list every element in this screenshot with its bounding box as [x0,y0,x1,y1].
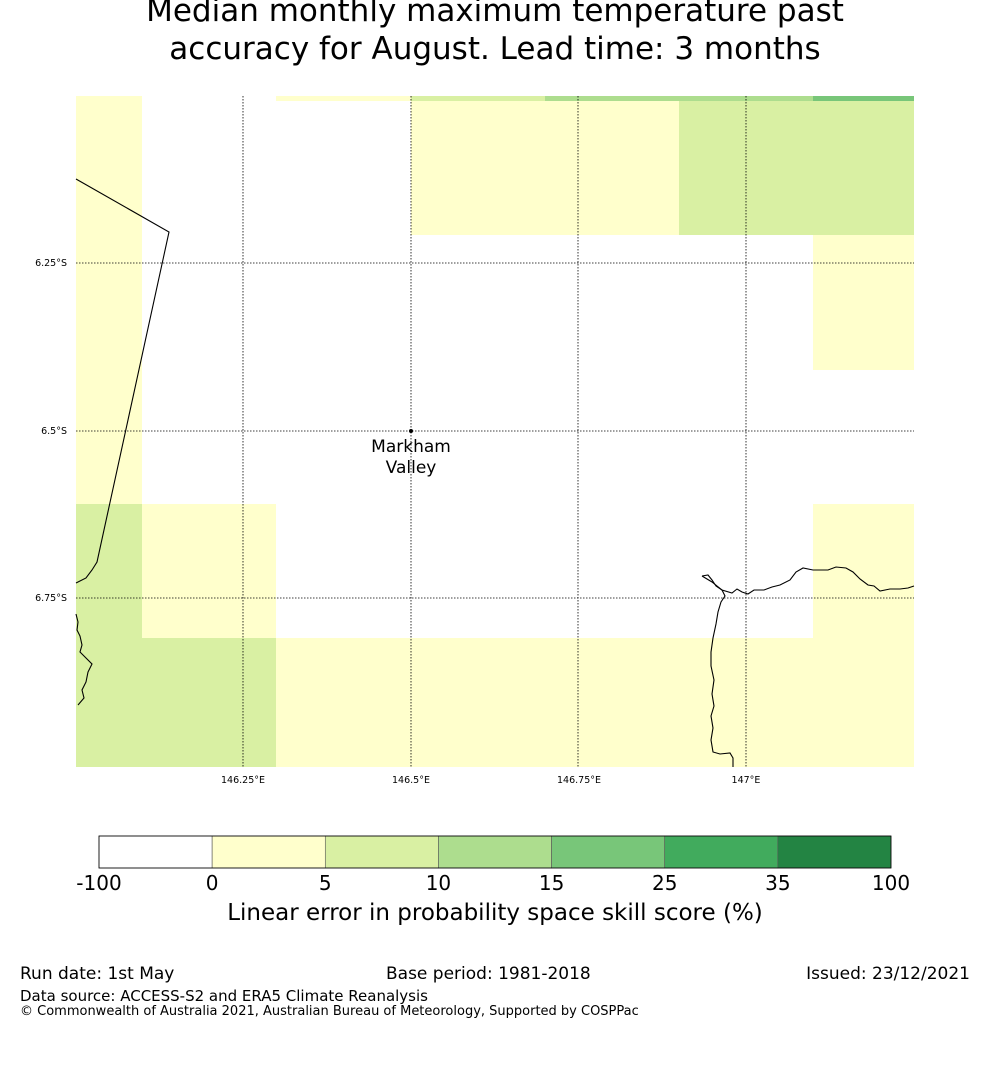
grid-cell [545,96,813,101]
colorbar-tick-label: 0 [206,871,219,895]
colorbar-tick-label: 5 [319,871,332,895]
copyright: © Commonwealth of Australia 2021, Austra… [20,1004,639,1019]
colorbar-segment [438,835,552,869]
grid-cell [411,101,679,235]
colorbar-segment [664,835,779,869]
lat-tick-label: 6.5°S [41,426,67,437]
skill-grid [76,96,914,767]
lat-tick-labels: 6.25°S 6.5°S 6.75°S [35,258,67,604]
map-title: Median monthly maximum temperature past … [0,0,990,68]
colorbar-tick-label: -100 [76,871,121,895]
title-line-1: Median monthly maximum temperature past [146,0,844,29]
colorbar-segment [551,835,666,869]
colorbar-tick-label: 35 [765,871,790,895]
colorbar-label: Linear error in probability space skill … [227,900,763,926]
grid-cell [813,96,914,101]
lon-tick-label: 146.75°E [557,775,601,786]
colorbar-segment [211,835,326,869]
lon-tick-label: 146.5°E [392,775,430,786]
colorbar-frame [98,835,892,869]
grid-cell [76,504,142,767]
grid-cell [813,235,914,370]
location-dot [409,429,413,433]
grid-cell [411,96,545,101]
colorbar-tick-label: 15 [539,871,564,895]
grid-cell [142,504,276,638]
colorbar [98,835,892,869]
coastline-west [75,613,93,706]
colorbar-segment [324,835,439,869]
lon-tick-label: 146.25°E [221,775,265,786]
title-line-2: accuracy for August. Lead time: 3 months [169,31,821,67]
run-date: Run date: 1st May [20,964,175,984]
colorbar-tick-labels: -100 0 5 10 15 25 35 100 [76,871,910,895]
data-source: Data source: ACCESS-S2 and ERA5 Climate … [20,987,428,1005]
province-boundary [75,178,170,584]
colorbar-tick-label: 10 [426,871,451,895]
grid-cell [679,101,914,235]
colorbar-segment [777,835,892,869]
base-period: Base period: 1981-2018 [386,964,591,984]
river-line [701,566,915,595]
location-label-line-1: Markham [371,437,451,457]
boundaries [75,178,915,767]
issued-date: Issued: 23/12/2021 [806,964,970,984]
grid-cell [276,96,411,101]
lon-tick-labels: 146.25°E 146.5°E 146.75°E 147°E [221,775,760,786]
grid-cell [142,638,276,767]
grid-cell [76,96,142,504]
gridlines [76,96,914,767]
grid-cell [813,504,914,767]
location-label-line-2: Valley [386,458,437,478]
lat-tick-label: 6.25°S [35,258,67,269]
colorbar-tick-label: 25 [652,871,677,895]
colorbar-tick-label: 100 [872,871,910,895]
grid-cell [276,638,813,767]
colorbar-segment [98,835,213,869]
lat-tick-label: 6.75°S [35,593,67,604]
lon-tick-label: 147°E [732,775,761,786]
